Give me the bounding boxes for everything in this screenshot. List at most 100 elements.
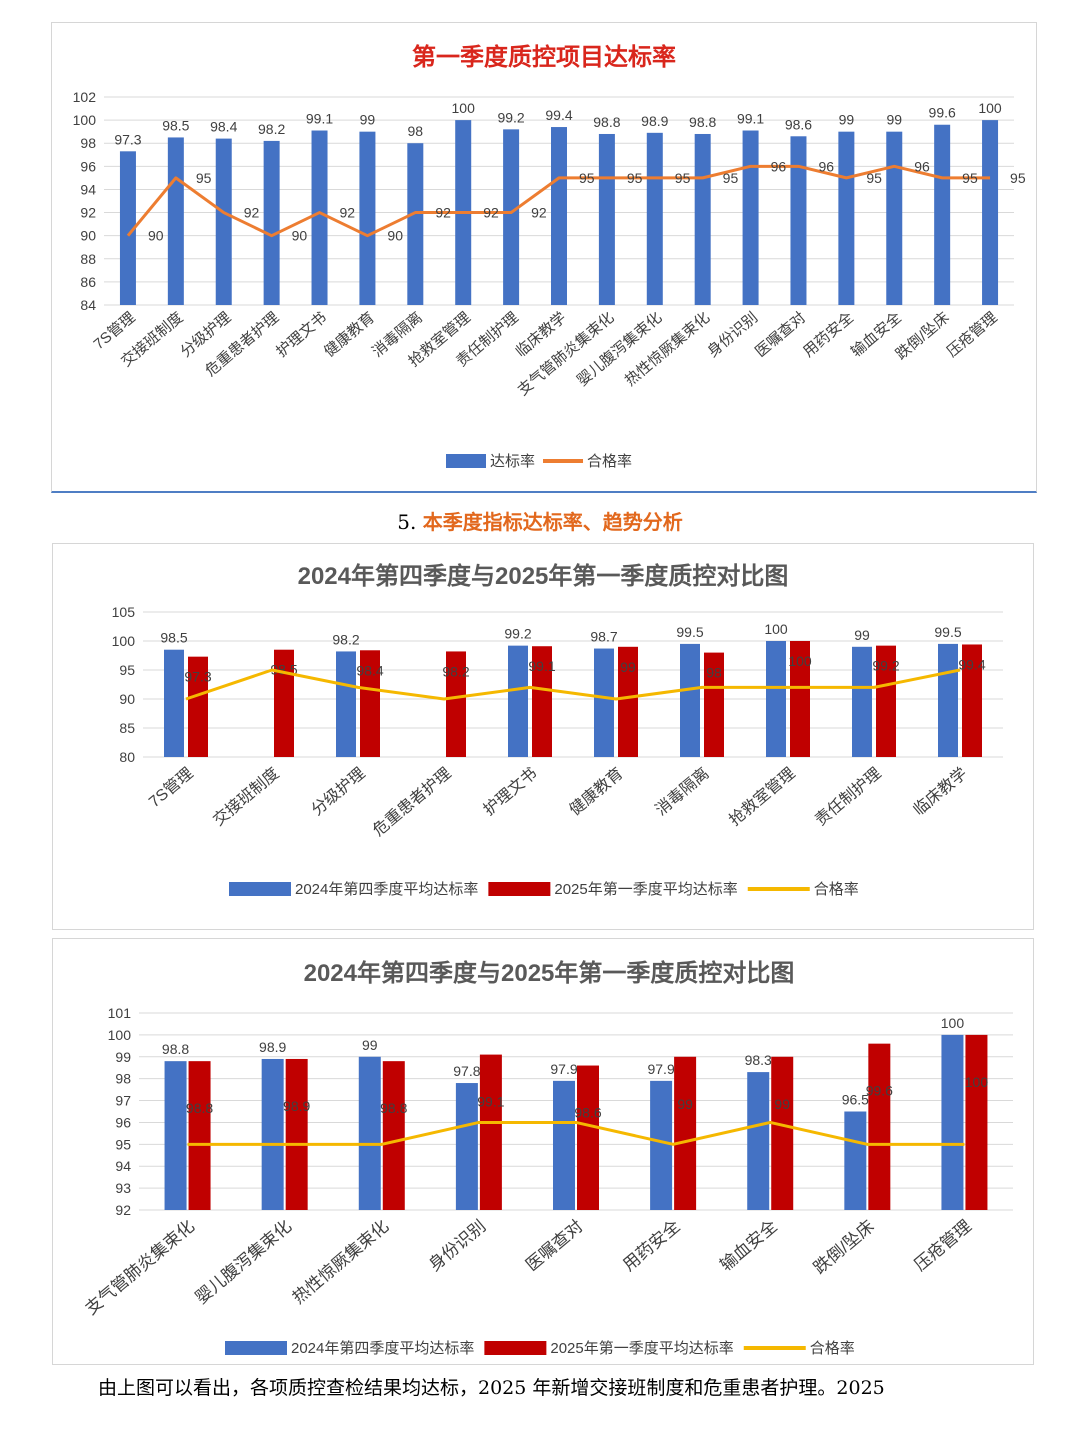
bar-primary (680, 643, 700, 757)
data-label: 97.3 (184, 669, 211, 685)
category-label: 跌倒/坠床 (810, 1217, 878, 1278)
line-data-label: 92 (435, 205, 451, 221)
y-tick-label: 98 (115, 1071, 131, 1087)
y-tick-label: 80 (119, 749, 135, 765)
category-label: 输血安全 (716, 1217, 780, 1275)
bar-primary (934, 124, 951, 305)
data-label: 98.6 (785, 116, 812, 132)
data-label: 99.2 (504, 626, 531, 642)
category-label: 身份识别 (704, 309, 761, 361)
category-label: 健康教育 (321, 309, 378, 361)
bar-primary (553, 1080, 575, 1210)
data-label: 98.5 (160, 630, 187, 646)
bar-primary (359, 131, 376, 305)
bar-secondary (618, 646, 638, 757)
line-data-label: 92 (483, 205, 499, 221)
bar-primary (215, 138, 232, 305)
bar-secondary (868, 1043, 891, 1210)
data-label: 98.8 (162, 1041, 189, 1057)
chart-3-svg: 2024年第四季度与2025年第一季度质控对比图 92 93 94 95 96 97 98 99… (82, 959, 1013, 1357)
y-tick-label: 88 (80, 251, 96, 267)
data-label: 100 (978, 100, 1002, 116)
bar-primary (311, 130, 328, 305)
data-label: 98.4 (210, 119, 237, 135)
y-tick-label: 98 (80, 135, 96, 151)
y-tick-label: 95 (119, 662, 135, 678)
category-label: 7S管理 (145, 764, 196, 811)
section-title: 本季度指标达标率、趋势分析 (422, 510, 683, 534)
data-label: 99.2 (497, 109, 524, 125)
line-data-label: 95 (196, 170, 212, 186)
data-label: 98.6 (574, 1105, 601, 1121)
bar-secondary (188, 656, 208, 757)
legend-swatch (484, 1341, 547, 1355)
data-label: 98.2 (258, 121, 285, 137)
data-label: 98.9 (283, 1098, 310, 1114)
legend-swatch (229, 882, 291, 896)
category-label: 分级护理 (308, 764, 369, 819)
line-data-label: 96 (771, 158, 787, 174)
category-label: 用药安全 (619, 1217, 683, 1275)
category-label: 护理文书 (480, 764, 541, 819)
bar-primary (938, 643, 958, 757)
chart-panel-1: 第一季度质控项目达标率 84 86 88 90 92 94 96 98 100 102 97.3 98.… (51, 22, 1037, 493)
conclusion-text: 由上图可以看出，各项质控查检结果均达标，2025 年新增交接班制度和危重患者护理… (98, 1377, 885, 1399)
category-label: 临床教学 (910, 764, 971, 819)
data-label: 98.5 (162, 117, 189, 133)
legend-label: 2025年第一季度平均达标率 (554, 880, 737, 898)
legend-label: 合格率 (810, 1340, 855, 1357)
legend-label: 2024年第四季度平均达标率 (295, 880, 478, 898)
y-tick-label: 94 (115, 1158, 131, 1174)
data-label: 100 (788, 653, 812, 669)
chart-title: 第一季度质控项目达标率 (412, 43, 676, 71)
data-label: 99.6 (929, 105, 956, 121)
chart-panel-3: 2024年第四季度与2025年第一季度质控对比图 92 93 94 95 96 97 98 99… (52, 938, 1034, 1365)
bar-primary (598, 133, 615, 305)
bar-secondary (790, 641, 810, 757)
category-label: 身份识别 (425, 1217, 489, 1275)
line-series-pass-rate (126, 164, 991, 238)
category-label: 婴儿腹泻集束化 (574, 309, 665, 390)
bar-primary (336, 651, 356, 757)
legend-swatch (446, 454, 486, 468)
line-data-label: 95 (579, 170, 595, 186)
bar-primary (766, 641, 786, 757)
category-label: 消毒隔离 (652, 764, 713, 819)
category-label: 医嘱查对 (522, 1217, 586, 1275)
y-tick-label: 100 (108, 1027, 132, 1043)
chart-1-svg: 第一季度质控项目达标率 84 86 88 90 92 94 96 98 100 102 97.3 98.… (73, 43, 1026, 470)
y-tick-label: 90 (80, 228, 96, 244)
line-data-label: 90 (387, 228, 403, 244)
legend-label: 合格率 (587, 453, 632, 470)
category-label: 压疮管理 (944, 309, 1001, 361)
data-label: 99.1 (528, 658, 555, 674)
bar-primary (164, 1061, 187, 1210)
data-label: 98.9 (641, 113, 668, 129)
data-label: 98 (706, 665, 722, 681)
y-tick-label: 99 (115, 1049, 131, 1065)
data-label: 99.4 (545, 107, 572, 123)
y-tick-label: 90 (119, 691, 135, 707)
bar-primary (551, 127, 567, 306)
line-data-label: 92 (531, 205, 547, 221)
bar-secondary (674, 1056, 697, 1210)
category-label: 医嘱查对 (752, 309, 809, 361)
chart-2-svg: 2024年第四季度与2025年第一季度质控对比图 80 85 90 95 100 105 98… (112, 562, 1003, 898)
data-label: 98.8 (380, 1100, 407, 1116)
y-tick-label: 95 (115, 1136, 131, 1152)
category-label: 护理文书 (273, 309, 330, 361)
data-label: 99.5 (676, 624, 703, 640)
legend-label: 合格率 (814, 881, 859, 898)
bar-primary (838, 131, 855, 305)
line-data-label: 95 (723, 170, 739, 186)
data-label: 99 (886, 112, 902, 128)
bar-secondary (876, 645, 896, 757)
legend-label: 达标率 (490, 453, 535, 470)
bar-secondary (188, 1061, 211, 1210)
legend-swatch (488, 882, 551, 896)
data-label: 97.9 (647, 1061, 674, 1077)
legend-swatch (225, 1341, 287, 1355)
line-data-label: 92 (340, 205, 356, 221)
data-label: 98.8 (689, 114, 716, 130)
bar-secondary (360, 650, 380, 757)
